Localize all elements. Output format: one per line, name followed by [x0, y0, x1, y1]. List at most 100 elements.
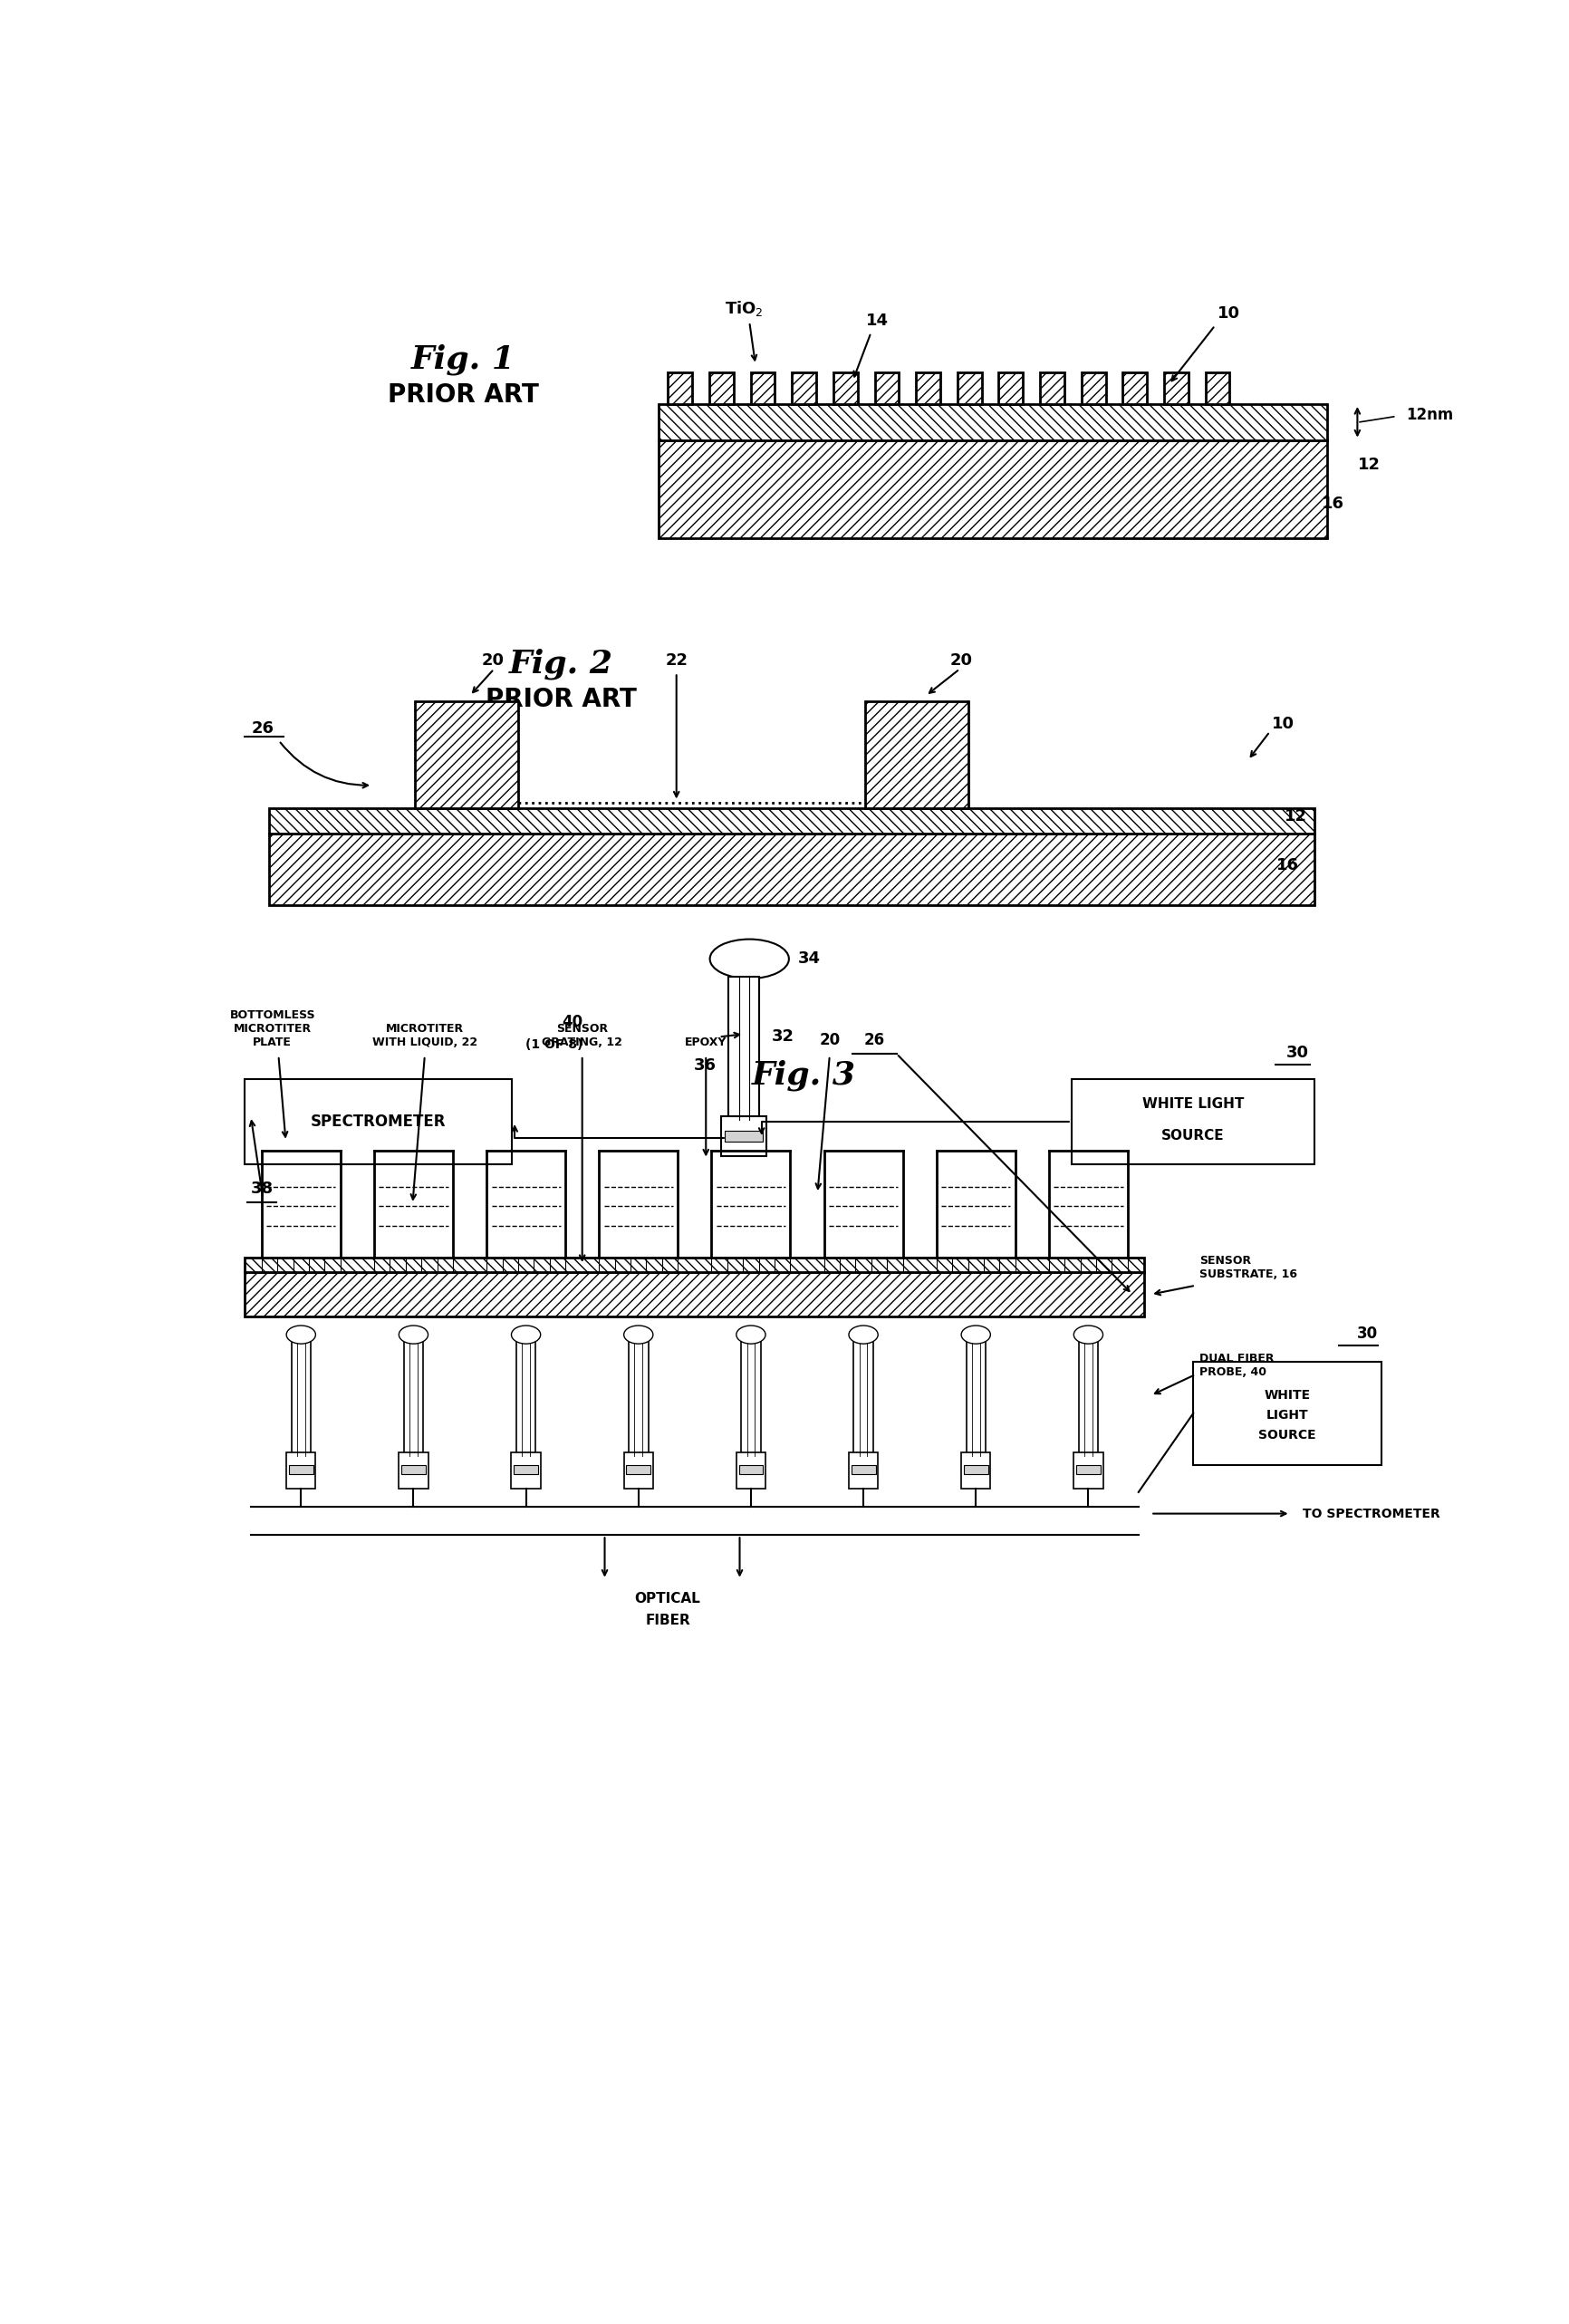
Text: SENSOR
GRATING, 12: SENSOR GRATING, 12 [541, 1023, 623, 1048]
Bar [245, 1257, 1144, 1271]
Bar [741, 1334, 761, 1457]
Bar [1040, 372, 1064, 404]
Text: 14: 14 [866, 314, 888, 330]
Text: 38: 38 [251, 1181, 273, 1197]
Text: OPTICAL: OPTICAL [635, 1592, 701, 1606]
Text: MICROTITER
WITH LIQUID, 22: MICROTITER WITH LIQUID, 22 [372, 1023, 477, 1048]
Bar [750, 372, 775, 404]
Bar [962, 1452, 990, 1490]
Bar [511, 1452, 541, 1490]
Text: EPOXY: EPOXY [686, 1037, 726, 1048]
Ellipse shape [1073, 1325, 1103, 1343]
Ellipse shape [736, 1325, 766, 1343]
Text: WHITE: WHITE [1265, 1390, 1310, 1401]
Text: LIGHT: LIGHT [1266, 1408, 1309, 1422]
Text: 40: 40 [562, 1013, 582, 1030]
Text: 34: 34 [799, 951, 821, 967]
Bar [728, 976, 759, 1120]
Bar [245, 1271, 1144, 1318]
Text: Fig. 3: Fig. 3 [752, 1060, 857, 1090]
Text: 16: 16 [1321, 495, 1345, 511]
Bar [957, 372, 982, 404]
Text: 20: 20 [951, 653, 973, 669]
Text: SOURCE: SOURCE [1161, 1129, 1225, 1143]
Bar [1123, 372, 1147, 404]
Bar [967, 1334, 985, 1457]
Text: WHITE LIGHT: WHITE LIGHT [1142, 1097, 1244, 1111]
Bar [402, 1466, 425, 1473]
Text: 22: 22 [665, 653, 687, 669]
Text: TO SPECTROMETER: TO SPECTROMETER [1302, 1508, 1440, 1520]
Text: 10: 10 [1218, 304, 1240, 321]
Text: Fig. 2: Fig. 2 [508, 648, 613, 679]
Bar [516, 1334, 535, 1457]
Text: SPECTROMETER: SPECTROMETER [311, 1113, 446, 1129]
Bar [854, 1334, 872, 1457]
Text: 32: 32 [772, 1030, 794, 1046]
Bar [833, 372, 858, 404]
Bar [1076, 1466, 1100, 1473]
Ellipse shape [511, 1325, 541, 1343]
Bar [624, 1452, 653, 1490]
Bar [403, 1334, 424, 1457]
Bar [722, 1116, 766, 1155]
Bar [626, 1466, 651, 1473]
Bar [963, 1466, 988, 1473]
Bar [659, 404, 1327, 439]
Bar [1072, 1078, 1315, 1164]
Bar [414, 702, 518, 809]
Bar [999, 372, 1023, 404]
Text: PRIOR ART: PRIOR ART [388, 383, 540, 409]
Text: 16: 16 [1276, 858, 1299, 874]
Bar [245, 1078, 511, 1164]
Text: TiO$_2$: TiO$_2$ [725, 300, 764, 318]
Bar [852, 1466, 876, 1473]
Bar [659, 439, 1327, 539]
Text: SENSOR
SUBSTRATE, 16: SENSOR SUBSTRATE, 16 [1199, 1255, 1298, 1281]
Bar [874, 372, 899, 404]
Bar [399, 1452, 428, 1490]
Bar [709, 372, 734, 404]
Text: 30: 30 [1287, 1043, 1309, 1062]
Bar [739, 1466, 763, 1473]
Text: 12: 12 [1359, 458, 1381, 474]
Ellipse shape [849, 1325, 879, 1343]
Text: 12nm: 12nm [1406, 407, 1453, 423]
Bar [629, 1334, 648, 1457]
Bar [270, 834, 1315, 906]
Bar [289, 1466, 314, 1473]
Text: BOTTOMLESS
MICROTITER
PLATE: BOTTOMLESS MICROTITER PLATE [229, 1009, 315, 1048]
Text: FIBER: FIBER [645, 1613, 690, 1627]
Text: DUAL FIBER
PROBE, 40: DUAL FIBER PROBE, 40 [1199, 1353, 1274, 1378]
Text: 20: 20 [819, 1032, 839, 1048]
Bar [916, 372, 940, 404]
Bar [792, 372, 816, 404]
Text: PRIOR ART: PRIOR ART [485, 686, 637, 711]
Text: 36: 36 [693, 1057, 717, 1074]
Bar [736, 1452, 766, 1490]
Text: 20: 20 [482, 653, 505, 669]
Text: 10: 10 [1272, 716, 1294, 732]
Ellipse shape [709, 939, 789, 978]
Bar [1164, 372, 1188, 404]
Ellipse shape [287, 1325, 315, 1343]
Text: Fig. 1: Fig. 1 [411, 344, 516, 374]
Ellipse shape [399, 1325, 428, 1343]
Text: 26: 26 [865, 1032, 885, 1048]
Bar [287, 1452, 315, 1490]
Bar [865, 702, 968, 809]
Ellipse shape [624, 1325, 653, 1343]
Bar [668, 372, 692, 404]
Text: (1 OF 8): (1 OF 8) [526, 1039, 582, 1050]
Bar [849, 1452, 879, 1490]
Bar [513, 1466, 538, 1473]
Text: 12: 12 [1285, 809, 1307, 825]
Text: SOURCE: SOURCE [1258, 1429, 1316, 1441]
Text: 26: 26 [251, 720, 275, 737]
Bar [1205, 372, 1230, 404]
Bar [1073, 1452, 1103, 1490]
Text: 30: 30 [1357, 1325, 1378, 1341]
Bar [1081, 372, 1106, 404]
Bar [1192, 1362, 1382, 1466]
Ellipse shape [962, 1325, 990, 1343]
